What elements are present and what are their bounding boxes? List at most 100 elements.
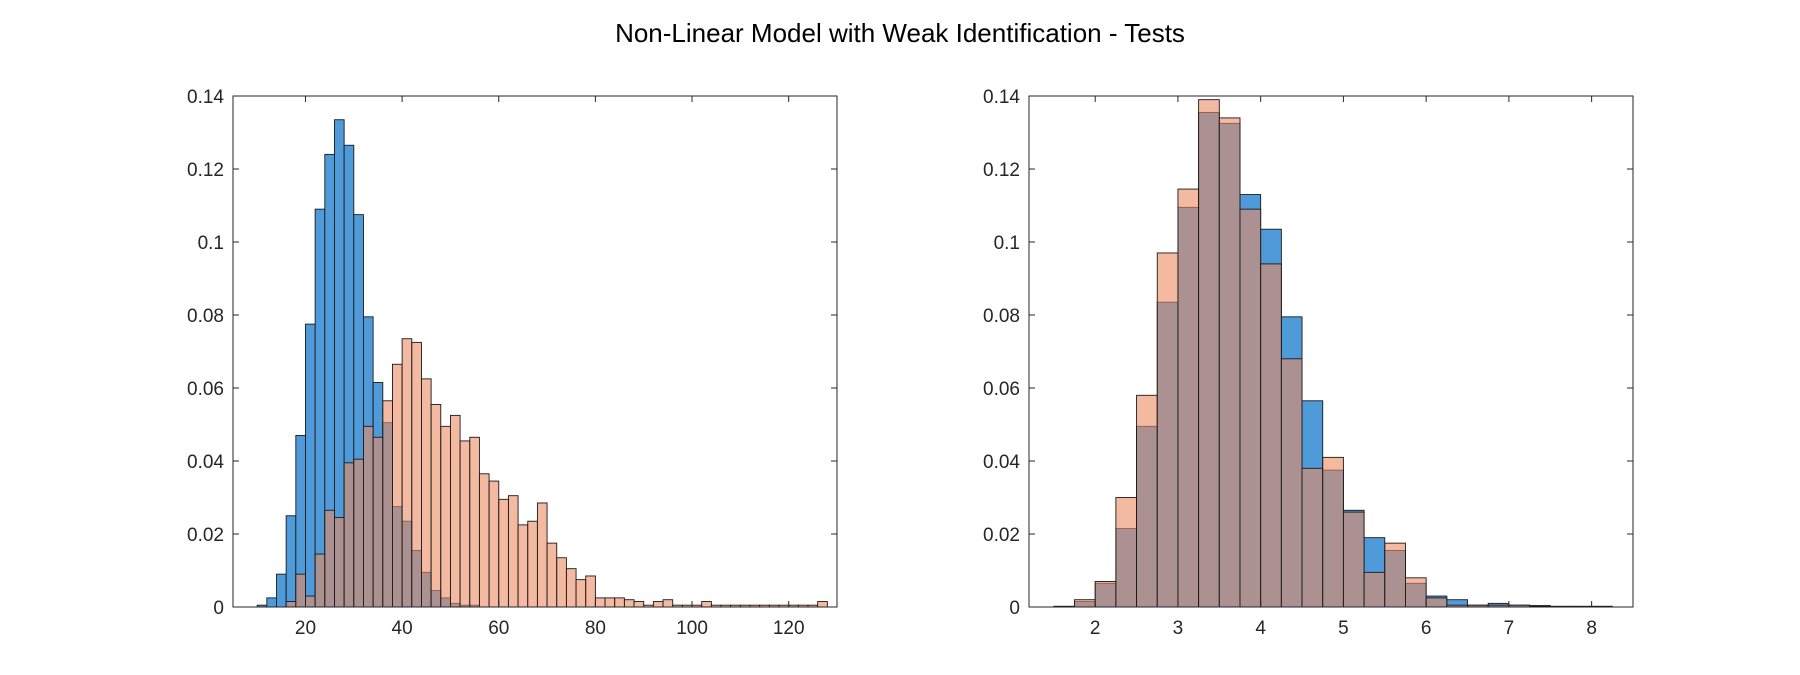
histogram-bar [276, 573, 287, 608]
histogram-bar [363, 425, 374, 608]
y-tick-label: 0.14 [983, 87, 1020, 108]
histogram-bar [420, 378, 432, 608]
histogram-bar [536, 502, 548, 608]
x-tick-label: 6 [1421, 618, 1432, 639]
x-tick-label: 4 [1255, 618, 1266, 639]
x-tick-label: 7 [1504, 618, 1515, 639]
histogram-bar [614, 597, 625, 608]
histogram-bar [469, 436, 480, 608]
histogram-bar [594, 597, 606, 608]
histogram-bar [1156, 252, 1179, 608]
histogram-bar [459, 440, 471, 608]
axes-frame [232, 95, 838, 608]
y-tick-label: 0.08 [187, 306, 224, 327]
y-tick-label: 0.02 [983, 525, 1020, 546]
x-tick-label: 5 [1338, 618, 1349, 639]
y-tick-label: 0 [1009, 598, 1020, 619]
histogram-bar [623, 599, 635, 608]
y-tick-label: 0 [213, 598, 224, 619]
histogram-bar [353, 458, 364, 608]
histogram-bar [585, 575, 596, 608]
y-tick-label: 0.1 [994, 233, 1020, 254]
y-tick-label: 0.04 [983, 452, 1020, 473]
histogram-bar [517, 524, 529, 608]
histogram-bar [662, 599, 674, 608]
histogram-bar [575, 579, 587, 608]
histogram-bar [1136, 394, 1158, 608]
histogram-bar [392, 363, 403, 608]
x-tick-label: 3 [1173, 618, 1184, 639]
histogram-bar [701, 601, 712, 608]
histogram-bar [334, 517, 345, 608]
histogram-bar [343, 462, 355, 608]
x-tick-label: 80 [585, 618, 606, 639]
histogram-bar [1425, 597, 1448, 608]
histogram-bar [1322, 456, 1344, 608]
histogram-bar [305, 323, 316, 608]
histogram-bar [1218, 117, 1241, 608]
right-histogram-panel: 0 0.02 0.04 0.06 0.08 0.1 0.12 0.14 2 3 4 5 6 7 8 [983, 87, 1634, 639]
y-tick-label: 0.08 [983, 306, 1020, 327]
histogram-bar [285, 601, 297, 608]
y-tick-label: 0.12 [983, 160, 1020, 181]
histogram-bar [1260, 263, 1282, 608]
x-tick-label: 2 [1090, 618, 1101, 639]
histogram-bar [546, 542, 558, 608]
histogram-bar [440, 425, 451, 608]
histogram-bar [478, 473, 490, 608]
series-2-bars [285, 338, 828, 608]
histogram-bar [401, 338, 413, 608]
histogram-bar [556, 557, 567, 608]
histogram-bar [314, 553, 326, 608]
histogram-bar [488, 480, 500, 608]
x-tick-label: 40 [392, 618, 413, 639]
histogram-bar [382, 400, 393, 608]
histogram-bar [266, 597, 277, 608]
histogram-bar [1280, 358, 1303, 608]
histogram-bar [1177, 188, 1200, 608]
histogram-bar [1094, 581, 1117, 608]
histogram-bar [285, 515, 297, 608]
y-tick-label: 0.04 [187, 452, 224, 473]
histogram-bar [565, 568, 577, 608]
histogram-bar [1115, 497, 1138, 608]
x-tick-label: 100 [676, 618, 708, 639]
histogram-bar [1384, 542, 1406, 608]
histogram-bar [1239, 208, 1262, 608]
histogram-bar [1405, 577, 1427, 608]
left-histogram-panel: 0 0.02 0.04 0.06 0.08 0.1 0.12 0.14 20 40 60 80 100 1… [187, 87, 838, 639]
histogram-bar [372, 436, 384, 608]
figure-title: Non-Linear Model with Weak Identificatio… [615, 18, 1185, 48]
y-tick-label: 0.02 [187, 525, 224, 546]
histogram-bar [604, 597, 616, 608]
y-tick-label: 0.12 [187, 160, 224, 181]
histogram-bar [817, 601, 828, 608]
histogram-bar [652, 601, 664, 608]
y-tick-label: 0.14 [187, 87, 224, 108]
histogram-bar [1301, 467, 1324, 608]
histogram-bar [430, 403, 442, 608]
x-tick-label: 60 [488, 618, 509, 639]
histogram-bar [633, 601, 645, 608]
x-tick-label: 8 [1586, 618, 1597, 639]
histogram-bar [527, 520, 538, 608]
histogram-bar [1074, 599, 1096, 608]
x-tick-label: 20 [295, 618, 316, 639]
histogram-bar [411, 341, 422, 608]
histogram-bar [324, 509, 335, 608]
x-tick-label: 120 [773, 618, 805, 639]
histogram-bar [295, 573, 306, 608]
histogram-bar [1342, 511, 1365, 608]
y-tick-label: 0.1 [198, 233, 224, 254]
histogram-bar [449, 414, 461, 608]
histogram-bar [498, 498, 509, 608]
histogram-bar [305, 595, 316, 608]
histogram-bar [1198, 99, 1220, 608]
y-tick-label: 0.06 [187, 379, 224, 400]
histogram-bar [314, 208, 326, 608]
histogram-bar [507, 495, 519, 608]
histogram-bar [1363, 571, 1386, 608]
axes-frame [1028, 95, 1634, 608]
y-tick-label: 0.06 [983, 379, 1020, 400]
